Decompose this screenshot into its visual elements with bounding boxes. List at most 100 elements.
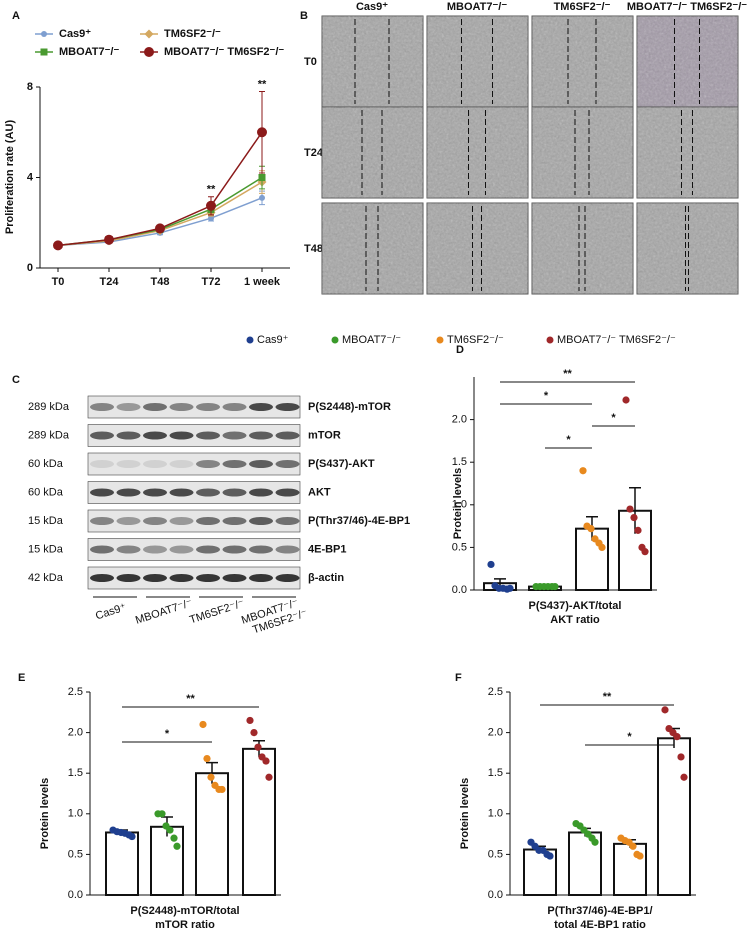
data-point	[546, 852, 554, 860]
blot-strip	[87, 509, 301, 533]
band	[249, 517, 273, 525]
significance-label: *	[544, 390, 549, 402]
marker	[41, 31, 47, 37]
panel-label: D	[456, 344, 464, 356]
y-axis-label: Protein levels	[452, 468, 464, 540]
band	[90, 460, 114, 468]
data-point	[487, 560, 495, 569]
bar	[613, 842, 647, 896]
error-bar	[629, 487, 641, 534]
band	[116, 403, 141, 411]
bar	[657, 737, 691, 896]
band	[222, 431, 247, 440]
band	[169, 545, 194, 554]
micrograph-texture	[427, 203, 528, 294]
significance-label: *	[627, 731, 632, 743]
protein-label: 4E-BP1	[308, 543, 347, 555]
band	[169, 517, 194, 525]
blot-strip	[87, 424, 301, 447]
band	[90, 431, 114, 440]
band	[275, 545, 300, 554]
micrograph-texture	[637, 16, 738, 107]
micrograph-texture	[322, 16, 423, 107]
blot-strip	[87, 538, 301, 561]
band	[249, 460, 273, 468]
x-tick-label: T48	[151, 276, 170, 288]
band	[169, 431, 194, 440]
y-tick-label: 1.0	[488, 808, 503, 820]
data-point	[250, 729, 258, 737]
x-axis-label: total 4E-BP1 ratio	[554, 919, 646, 929]
annotation: **	[258, 78, 267, 90]
data-point	[591, 838, 599, 846]
y-tick-label: 0	[27, 262, 33, 274]
band	[249, 488, 273, 497]
marker	[259, 194, 265, 201]
y-tick-label: 0.5	[68, 848, 83, 860]
band	[222, 574, 247, 582]
data-point	[166, 826, 174, 834]
legend-label: Cas9⁺	[257, 334, 289, 346]
data-point	[203, 754, 211, 763]
bar	[242, 747, 276, 897]
x-tick-label: T24	[100, 276, 120, 288]
micrograph-texture	[322, 203, 423, 294]
bar	[150, 825, 184, 896]
data-point	[661, 706, 669, 714]
panel-label: A	[12, 10, 20, 22]
band	[90, 488, 114, 497]
data-point	[207, 773, 215, 781]
significance-label: *	[566, 434, 571, 446]
band	[196, 431, 220, 440]
band	[116, 574, 141, 582]
x-axis-label: AKT ratio	[550, 614, 600, 626]
legend-dot	[246, 336, 254, 344]
band	[90, 545, 114, 554]
marker	[40, 48, 48, 56]
x-axis-label: mTOR ratio	[155, 919, 215, 929]
data-point	[158, 810, 166, 818]
band-size: 15 kDa	[28, 543, 64, 555]
y-tick-label: 1.5	[452, 456, 467, 468]
column-label: TM6SF2⁻/⁻	[554, 1, 611, 13]
protein-label: P(S2448)-mTOR	[308, 401, 391, 413]
band-size: 60 kDa	[28, 486, 64, 498]
band	[196, 517, 220, 525]
legend-label: MBOAT7⁻/⁻	[59, 46, 119, 58]
marker	[208, 215, 214, 222]
data-point	[262, 757, 270, 765]
y-tick-label: 8	[27, 81, 33, 93]
band	[116, 545, 141, 554]
significance-label: *	[165, 728, 170, 740]
x-axis-label: P(Thr37/46)-4E-BP1/	[547, 905, 652, 917]
protein-label: AKT	[308, 486, 331, 498]
y-tick-label: 0.5	[488, 848, 503, 860]
legend-label: TM6SF2⁻/⁻	[164, 28, 221, 40]
data-point	[598, 543, 606, 552]
y-tick-label: 0.0	[488, 889, 503, 901]
significance-label: **	[186, 693, 195, 705]
column-label: MBOAT7⁻/⁻ TM6SF2⁻/⁻	[627, 1, 747, 13]
band	[249, 574, 273, 582]
data-point	[173, 842, 181, 850]
data-point	[246, 716, 254, 725]
data-point	[170, 834, 178, 842]
data-point	[629, 842, 637, 850]
band	[196, 545, 220, 554]
x-axis-label: P(S2448)-mTOR/total	[130, 905, 239, 917]
row-label: T24	[304, 147, 324, 159]
band	[169, 488, 194, 497]
panel-label: C	[12, 374, 20, 386]
blot-strip	[87, 566, 301, 590]
x-axis-label: P(S437)-AKT/total	[529, 600, 622, 612]
band	[196, 460, 220, 468]
band	[143, 488, 167, 497]
band	[143, 403, 167, 411]
micrograph-texture	[532, 203, 633, 294]
data-point	[630, 513, 638, 522]
marker	[104, 234, 114, 245]
data-point	[506, 584, 514, 592]
micrograph-texture	[637, 107, 738, 198]
band	[275, 488, 300, 497]
micrograph-texture	[427, 107, 528, 198]
